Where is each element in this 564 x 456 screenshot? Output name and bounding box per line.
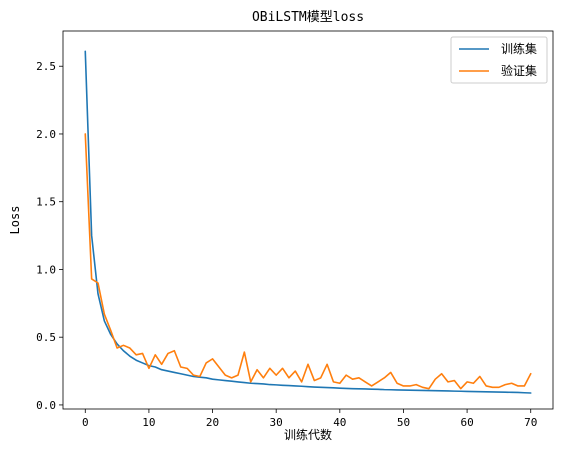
x-axis-ticks: 0 10 20 30 40 50 60 70 xyxy=(82,409,537,429)
y-tick-label: 1.0 xyxy=(36,263,56,276)
x-tick-label: 70 xyxy=(524,416,537,429)
y-tick-label: 2.0 xyxy=(36,128,56,141)
y-axis-label: Loss xyxy=(8,206,22,235)
series-line-validation xyxy=(84,133,532,390)
x-tick-label: 0 xyxy=(82,416,89,429)
y-tick-label: 0.0 xyxy=(36,399,56,412)
series-layer xyxy=(84,50,532,394)
series-line-train xyxy=(84,50,532,394)
legend-label-train: 训练集 xyxy=(501,41,537,56)
x-tick-label: 20 xyxy=(206,416,219,429)
x-axis-label: 训练代数 xyxy=(284,427,332,442)
legend-label-val: 验证集 xyxy=(501,63,537,78)
legend: 训练集 验证集 xyxy=(450,36,548,84)
plot-background xyxy=(63,31,553,409)
y-tick-label: 1.5 xyxy=(36,196,56,209)
chart-title: OBiLSTM模型loss xyxy=(252,10,364,25)
y-tick-label: 0.5 xyxy=(36,331,56,344)
y-axis-ticks: 0.0 0.5 1.0 1.5 2.0 2.5 xyxy=(36,60,63,412)
x-tick-label: 10 xyxy=(142,416,155,429)
y-tick-label: 2.5 xyxy=(36,60,56,73)
plot-frame xyxy=(62,30,554,410)
x-tick-label: 60 xyxy=(460,416,473,429)
x-tick-label: 40 xyxy=(333,416,346,429)
x-tick-label: 30 xyxy=(270,416,283,429)
x-tick-label: 50 xyxy=(397,416,410,429)
